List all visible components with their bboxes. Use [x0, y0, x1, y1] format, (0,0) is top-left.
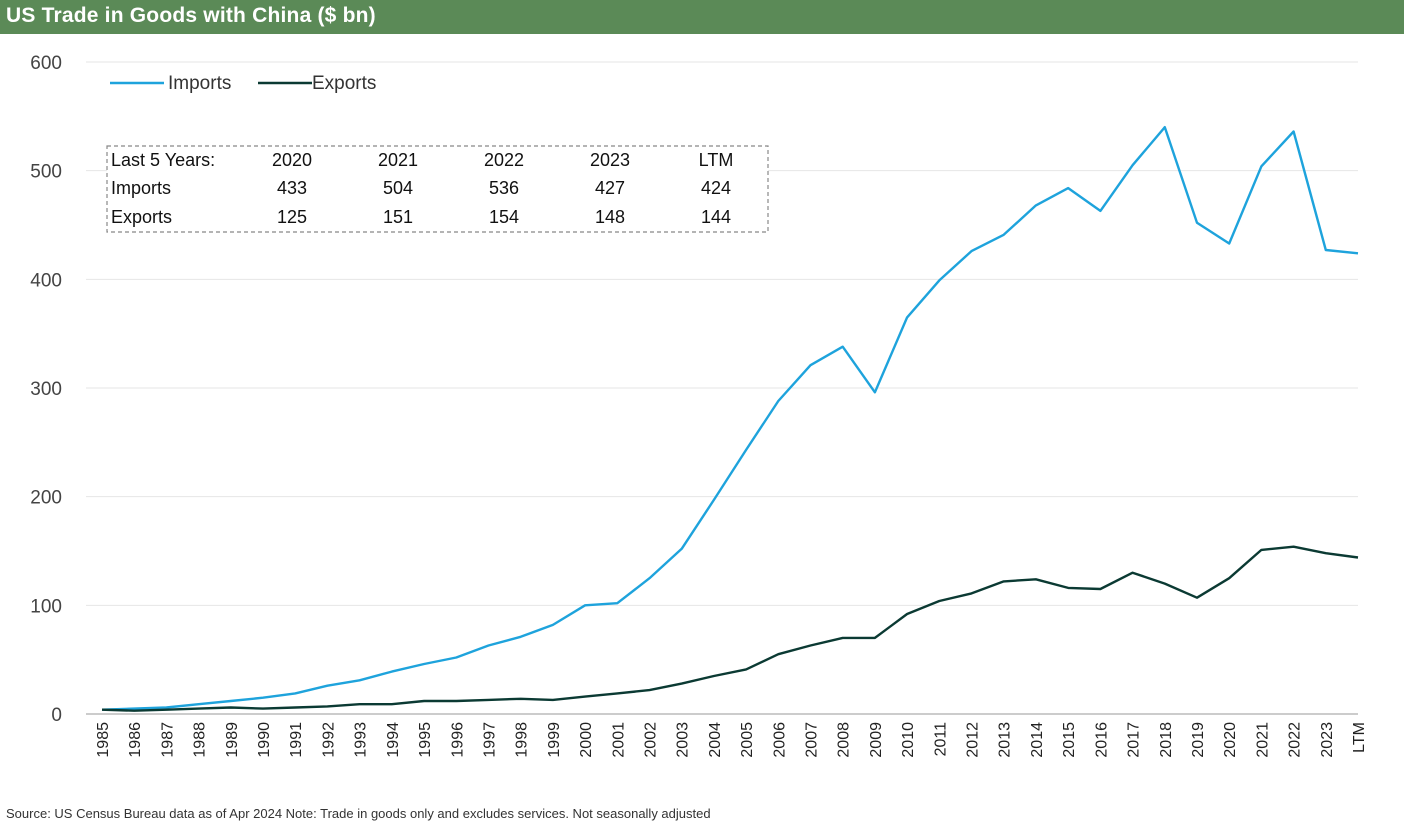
x-tick-label: 2005 — [739, 722, 756, 758]
table-cell: 427 — [595, 178, 625, 198]
x-tick-label: 2015 — [1061, 722, 1078, 758]
y-tick-label: 200 — [30, 488, 62, 509]
x-tick-label: 2011 — [932, 722, 949, 757]
x-axis: 1985 1986 1987 1988 1989 1990 1991 1992 1993 1994… — [86, 713, 1368, 758]
legend-label-imports: Imports — [168, 73, 231, 94]
x-tick-label: 1990 — [256, 722, 273, 758]
table-cell: Imports — [111, 178, 171, 198]
x-tick-label: 1996 — [449, 722, 466, 758]
summary-table-border — [106, 145, 769, 233]
x-tick-label: 2021 — [1254, 722, 1271, 758]
y-tick-label: 0 — [51, 705, 62, 726]
legend: Imports Exports — [110, 73, 376, 94]
trade-chart: 0 100 200 300 400 500 600 1985 1986 1987 1988 1989… — [30, 53, 1368, 758]
x-tick-label: 1986 — [127, 722, 144, 758]
x-tick-label: 1987 — [159, 722, 176, 758]
legend-label-exports: Exports — [312, 73, 376, 94]
x-tick-label: 2018 — [1158, 722, 1175, 758]
table-cell: Exports — [111, 207, 172, 227]
chart-title: US Trade in Goods with China ($ bn) — [6, 4, 376, 27]
x-tick-label: 1998 — [514, 722, 531, 758]
table-header-cell: LTM — [699, 150, 734, 170]
x-tick-label: 2014 — [1029, 722, 1046, 758]
x-tick-label: 2001 — [610, 722, 627, 758]
x-tick-label: 1991 — [288, 722, 305, 758]
x-tick-label: 2013 — [997, 722, 1014, 758]
y-tick-label: 100 — [30, 596, 62, 617]
x-tick-label: 1988 — [192, 722, 209, 758]
table-cell: 125 — [277, 207, 307, 227]
table-cell: 504 — [383, 178, 413, 198]
x-tick-label: 2002 — [642, 722, 659, 758]
series-line-imports — [101, 125, 1359, 711]
summary-table: Last 5 Years: 2020 2021 2022 2023 LTM Imports 4… — [106, 145, 769, 233]
x-tick-label: 2016 — [1093, 722, 1110, 758]
table-header-cell: 2020 — [272, 150, 312, 170]
x-tick-label: 2003 — [675, 722, 692, 758]
table-cell: 151 — [383, 207, 413, 227]
x-tick-label: 2000 — [578, 722, 595, 758]
x-tick-label: 2009 — [868, 722, 885, 758]
x-tick-label: 1992 — [320, 722, 337, 758]
x-tick-label: 2017 — [1126, 722, 1143, 758]
x-tick-label: LTM — [1351, 722, 1368, 753]
table-cell: 424 — [701, 178, 731, 198]
series-lines — [101, 125, 1359, 712]
table-cell: 536 — [489, 178, 519, 198]
x-tick-label: 1999 — [546, 722, 563, 758]
y-tick-label: 300 — [30, 379, 62, 400]
y-tick-label: 400 — [30, 270, 62, 291]
x-tick-label: 2004 — [707, 722, 724, 758]
x-tick-label: 2020 — [1222, 722, 1239, 758]
y-axis: 0 100 200 300 400 500 600 — [30, 53, 62, 726]
x-tick-label: 1995 — [417, 722, 434, 758]
x-tick-label: 2010 — [900, 722, 917, 758]
x-tick-label: 2019 — [1190, 722, 1207, 758]
x-tick-label: 2022 — [1287, 722, 1304, 758]
table-header-cell: Last 5 Years: — [111, 150, 215, 170]
table-cell: 154 — [489, 207, 519, 227]
x-tick-label: 1993 — [353, 722, 370, 758]
y-tick-label: 500 — [30, 162, 62, 183]
gridlines — [86, 61, 1358, 606]
table-cell: 433 — [277, 178, 307, 198]
x-tick-label: 1989 — [224, 722, 241, 758]
y-tick-label: 600 — [30, 53, 62, 74]
table-cell: 148 — [595, 207, 625, 227]
title-bar: US Trade in Goods with China ($ bn) — [0, 0, 1404, 34]
table-header-cell: 2021 — [378, 150, 418, 170]
table-header-cell: 2023 — [590, 150, 630, 170]
x-tick-label: 2008 — [836, 722, 853, 758]
x-tick-label: 1994 — [385, 722, 402, 758]
x-tick-label: 1985 — [95, 722, 112, 758]
x-tick-label: 2007 — [804, 722, 821, 758]
x-tick-label: 2006 — [771, 722, 788, 758]
table-header-cell: 2022 — [484, 150, 524, 170]
x-tick-label: 2023 — [1319, 722, 1336, 758]
x-tick-label: 1997 — [481, 722, 498, 758]
series-line-exports — [101, 545, 1359, 712]
source-note: Source: US Census Bureau data as of Apr … — [6, 806, 711, 821]
table-cell: 144 — [701, 207, 731, 227]
x-tick-label: 2012 — [965, 722, 982, 758]
